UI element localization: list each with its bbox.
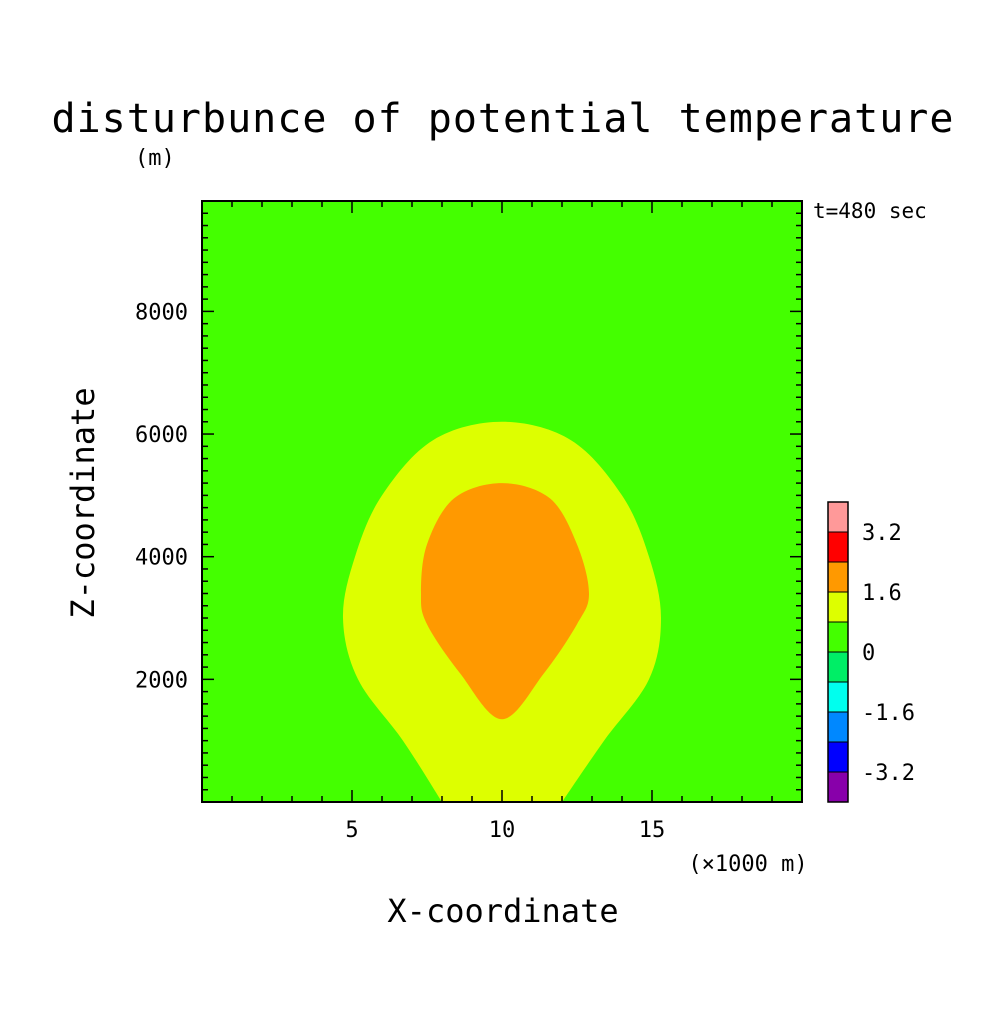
x-axis-label: X-coordinate [387,892,618,930]
colorbar-swatch [827,621,849,653]
y-axis-label: Z-coordinate [64,387,102,618]
colorbar-label: -3.2 [862,761,915,786]
colorbar-swatch [827,501,849,533]
contour-region-2 [420,483,589,720]
y-tick-label: 8000 [135,300,188,325]
colorbar-label: 1.6 [862,581,902,606]
colorbar-swatch [827,531,849,563]
x-tick-label: 5 [345,818,358,843]
colorbar-swatch [827,561,849,593]
colorbar-swatch [827,591,849,623]
colorbar-label: 3.2 [862,521,902,546]
colorbar-frame [827,501,849,803]
colorbar-label: 0 [862,641,875,666]
colorbar-swatch [827,651,849,683]
y-tick-label: 6000 [135,423,188,448]
colorbar: 3.2 1.6 0 -1.6 -3.2 [827,501,915,803]
x-tick-label: 10 [489,818,516,843]
plot-area: 5 10 15 2000 4000 6000 8000 [135,200,803,843]
title-unit: (m) [135,146,175,171]
colorbar-label: -1.6 [862,701,915,726]
colorbar-swatch [827,771,849,803]
colorbar-swatch [827,711,849,743]
x-unit-label: (×1000 m) [688,852,807,877]
y-tick-label: 2000 [135,668,188,693]
colorbar-swatch [827,741,849,773]
x-tick-label: 15 [639,818,666,843]
chart-title: disturbunce of potential temperature [52,96,955,142]
time-label: t=480 sec [813,199,927,223]
colorbar-swatch [827,681,849,713]
y-tick-label: 4000 [135,546,188,571]
